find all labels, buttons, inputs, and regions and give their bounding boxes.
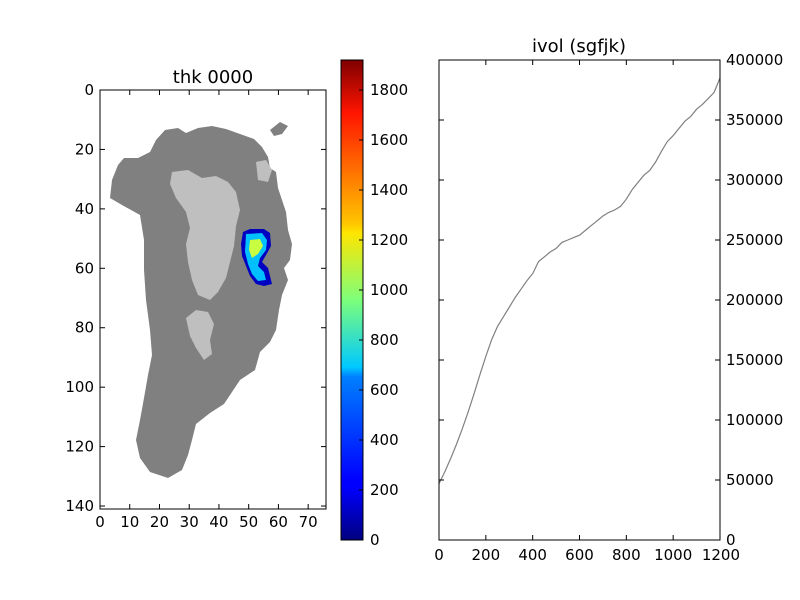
map-x-tick-label: 10 <box>120 513 139 531</box>
map-frame <box>99 89 327 510</box>
map-y-tick-label: 60 <box>75 259 94 277</box>
line-y-tick-label: 200000 <box>726 291 783 309</box>
map-image <box>110 122 292 478</box>
colorbar-tick-label: 1000 <box>370 281 408 299</box>
map-x-tick-label: 0 <box>95 513 105 531</box>
line-y-tick-label: 250000 <box>726 231 783 249</box>
interior-region <box>170 170 240 300</box>
colorbar-tick-label: 1200 <box>370 231 408 249</box>
map-x-tick-label: 30 <box>180 513 199 531</box>
colorbar-gradient <box>341 60 363 540</box>
map-y-tick-label: 40 <box>75 200 94 218</box>
map-x-axis: 0 10 20 30 40 50 60 70 <box>95 90 318 531</box>
line-y-tick-label: 50000 <box>726 471 774 489</box>
map-x-tick-label: 40 <box>209 513 228 531</box>
map-y-tick-label: 80 <box>75 319 94 337</box>
colorbar-tick-label: 400 <box>370 431 399 449</box>
ivol-line-panel: ivol (sgfjk) 0 200 400 600 800 1000 1200 0 5000… <box>434 36 783 564</box>
line-x-tick-label: 800 <box>612 546 641 564</box>
map-y-tick-label: 120 <box>65 438 94 456</box>
land-mask <box>110 126 292 478</box>
line-x-tick-label: 0 <box>434 546 444 564</box>
interior-patch-south <box>186 310 214 360</box>
map-x-tick-label: 60 <box>269 513 288 531</box>
colorbar-tick-label: 800 <box>370 331 399 349</box>
interior-patch-north <box>256 160 272 182</box>
colorbar-tick-label: 600 <box>370 381 399 399</box>
map-y-tick-label: 0 <box>84 81 94 99</box>
map-x-tick-label: 20 <box>150 513 169 531</box>
line-y-tick-label: 300000 <box>726 171 783 189</box>
colorbar-tick-label: 1800 <box>370 81 408 99</box>
thickness-map-panel: thk 0000 0 10 20 30 40 50 60 70 0 20 40 60 80 100 120… <box>65 67 327 531</box>
colorbar: 0 200 400 600 800 1000 1200 1400 1600 1800 <box>340 59 408 549</box>
line-x-tick-label: 600 <box>565 546 594 564</box>
ice-core <box>249 239 263 258</box>
colorbar-axis: 0 200 400 600 800 1000 1200 1400 1600 1800 <box>359 81 408 549</box>
land-island-north <box>270 122 288 136</box>
map-x-tick-label: 50 <box>239 513 258 531</box>
ivol-series-line <box>438 77 721 484</box>
line-x-axis: 0 200 400 600 800 1000 1200 <box>434 60 740 564</box>
line-plot-background <box>439 60 720 540</box>
line-y-tick-label: 350000 <box>726 111 783 129</box>
map-y-tick-label: 100 <box>65 378 94 396</box>
line-title: ivol (sgfjk) <box>532 36 626 57</box>
map-y-tick-label: 140 <box>65 497 94 515</box>
line-y-tick-label: 0 <box>726 531 736 549</box>
line-y-tick-label: 100000 <box>726 411 783 429</box>
map-y-tick-label: 20 <box>75 140 94 158</box>
colorbar-tick-label: 1600 <box>370 131 408 149</box>
line-x-tick-label: 1200 <box>702 546 740 564</box>
colorbar-frame <box>340 59 364 541</box>
colorbar-tick-label: 200 <box>370 481 399 499</box>
map-x-tick-label: 70 <box>299 513 318 531</box>
colorbar-tick-label: 1400 <box>370 181 408 199</box>
colorbar-tick-label: 0 <box>370 531 380 549</box>
line-y-tick-label: 150000 <box>726 351 783 369</box>
line-y-tick-label: 400000 <box>726 51 783 69</box>
line-y-axis: 0 50000 100000 150000 200000 250000 300000 3500… <box>439 51 783 549</box>
line-x-tick-label: 200 <box>472 546 501 564</box>
map-title: thk 0000 <box>173 67 253 88</box>
map-y-axis: 0 20 40 60 80 100 120 140 <box>65 81 326 515</box>
line-x-tick-label: 1000 <box>654 546 692 564</box>
line-x-tick-label: 400 <box>518 546 547 564</box>
